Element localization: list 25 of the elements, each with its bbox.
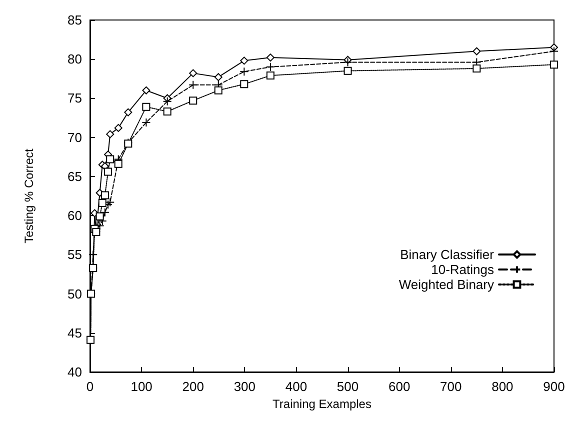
x-tick-label: 200 — [182, 379, 204, 394]
x-tick-label: 900 — [543, 379, 565, 394]
x-tick-label: 700 — [440, 379, 462, 394]
x-tick-label: 100 — [130, 379, 152, 394]
y-tick-label: 55 — [68, 247, 82, 262]
y-tick-label: 65 — [68, 168, 82, 184]
y-tick-label: 75 — [68, 90, 82, 106]
x-tick-label: 500 — [336, 379, 359, 394]
y-tick-label: 80 — [68, 52, 82, 67]
x-tick-label: 800 — [492, 379, 514, 394]
y-axis-title: Testing % Correct — [22, 148, 36, 244]
y-tick-label: 60 — [68, 208, 82, 224]
x-tick-label: 0 — [86, 379, 94, 394]
y-tick-label: 45 — [68, 325, 82, 340]
y-tick-label: 70 — [68, 130, 82, 145]
x-tick-label: 600 — [388, 379, 410, 394]
y-tick-label: 40 — [68, 364, 82, 380]
y-tick-label: 85 — [68, 12, 82, 28]
legend-label: Binary Classifier — [400, 247, 495, 262]
x-tick-label: 300 — [234, 379, 256, 394]
legend-label: 10-Ratings — [431, 262, 494, 277]
x-tick-label: 400 — [285, 379, 308, 394]
x-axis-title: Training Examples — [272, 396, 372, 411]
y-tick-label: 50 — [68, 286, 82, 302]
legend-label: Weighted Binary — [398, 277, 494, 292]
